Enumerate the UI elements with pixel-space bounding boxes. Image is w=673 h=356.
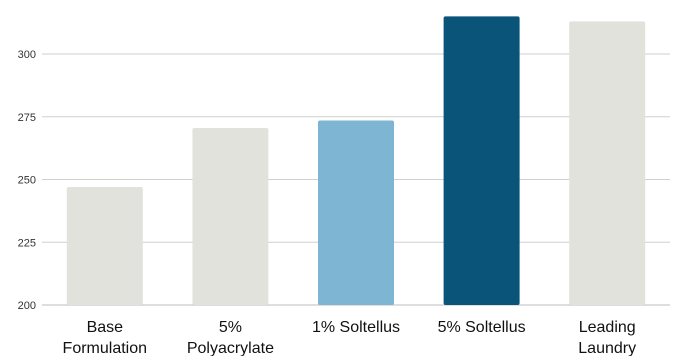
y-tick-label: 275	[18, 112, 36, 124]
bar	[66, 187, 143, 305]
x-axis-categories: Base Formulation 5% Polyacrylate 1% Soltellu…	[63, 319, 637, 356]
y-tick-label: 200	[18, 300, 36, 312]
x-category-label: Leading Laundry	[578, 319, 636, 356]
bar	[318, 120, 394, 305]
x-category-label: Base Formulation	[63, 319, 147, 356]
bar	[443, 16, 520, 305]
x-category-label: 5% Polyacrylate	[187, 319, 274, 356]
y-tick-label: 225	[18, 237, 36, 249]
x-category-label: 1% Soltellus	[312, 319, 400, 336]
y-tick-label: 250	[18, 175, 36, 187]
y-axis-ticks: 200 225 250 275 300	[18, 49, 36, 312]
bar	[192, 128, 269, 305]
bar	[569, 21, 646, 306]
y-tick-label: 300	[18, 49, 36, 61]
bars	[66, 16, 646, 306]
x-category-label: 5% Soltellus	[438, 319, 526, 336]
